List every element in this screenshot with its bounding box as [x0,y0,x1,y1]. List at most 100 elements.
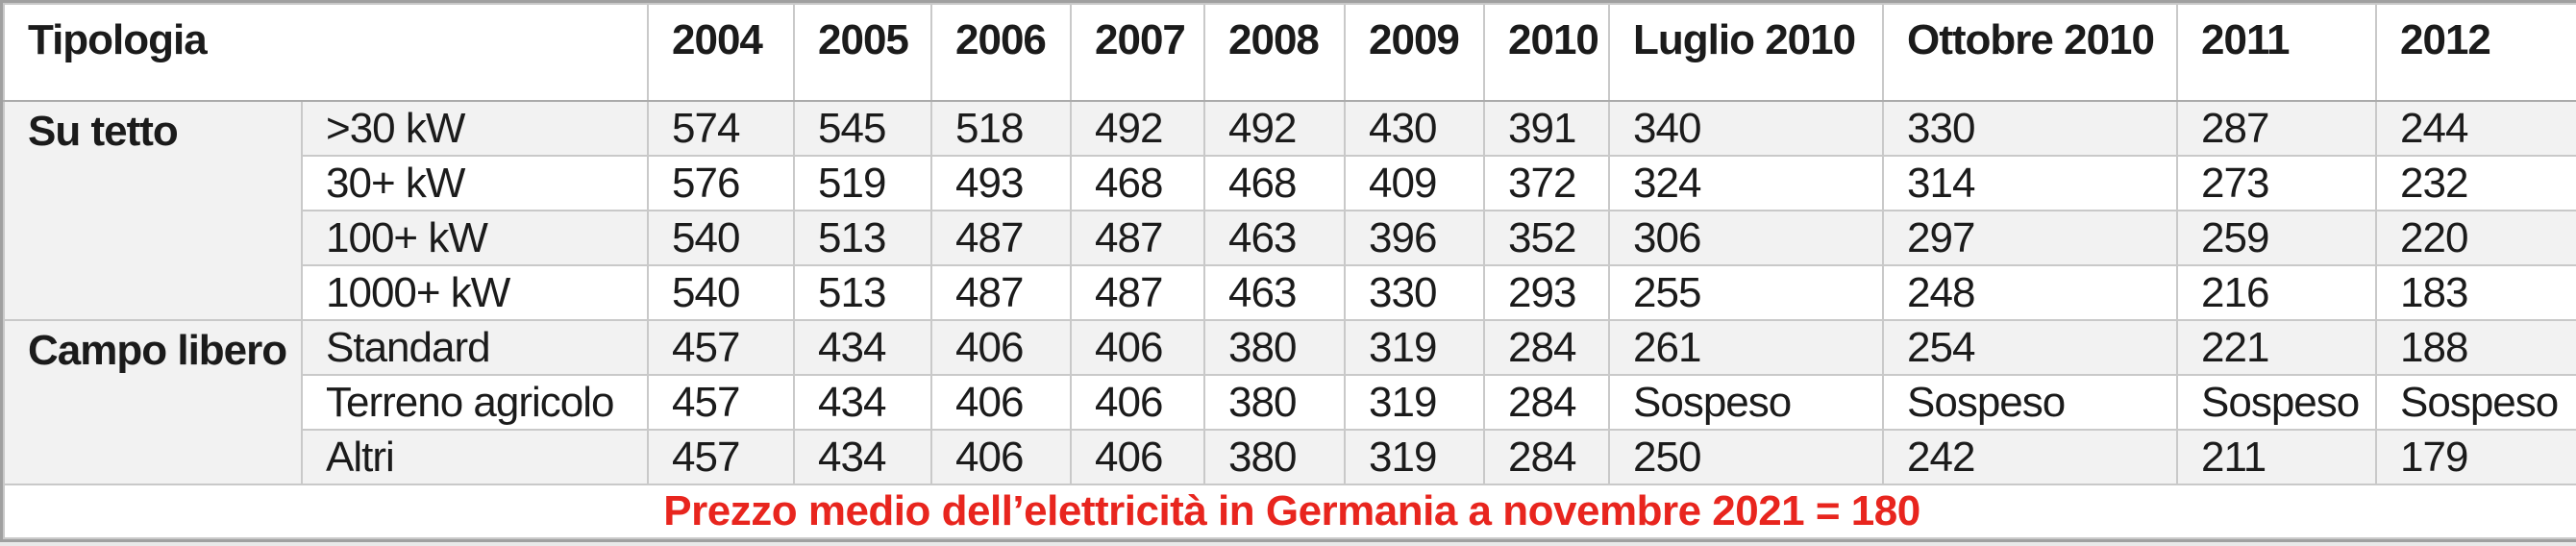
value-cell: 430 [1344,100,1486,157]
value-cell: 284 [1483,374,1611,431]
value-cell: 372 [1483,155,1611,211]
value-cell: 340 [1608,100,1885,157]
value-cell: 319 [1344,374,1486,431]
column-header-year: 2008 [1203,3,1347,102]
value-cell: 254 [1882,319,2179,376]
column-header-year: 2007 [1070,3,1206,102]
value-cell: 391 [1483,100,1611,157]
value-cell: 183 [2375,264,2576,321]
value-cell: 273 [2176,155,2378,211]
value-cell: 284 [1483,319,1611,376]
value-cell: 468 [1203,155,1347,211]
value-cell: 330 [1344,264,1486,321]
value-cell: Sospeso [2176,374,2378,431]
column-header-year: 2012 [2375,3,2576,102]
value-cell: 493 [930,155,1073,211]
column-header-year: 2010 [1483,3,1611,102]
value-cell: 434 [793,429,933,485]
value-cell: 380 [1203,429,1347,485]
subcategory-cell: >30 kW [300,100,650,157]
value-cell: 457 [647,374,796,431]
value-cell: 487 [1070,264,1206,321]
value-cell: 259 [2176,210,2378,266]
footer-note-row: Prezzo medio dell’elettricità in Germani… [2,484,2576,539]
value-cell: 434 [793,319,933,376]
value-cell: 463 [1203,264,1347,321]
value-cell: 380 [1203,319,1347,376]
value-cell: Sospeso [1608,374,1885,431]
value-cell: 324 [1608,155,1885,211]
subcategory-cell: Terreno agricolo [300,374,650,431]
feed-in-tariff-table: Tipologia 2004 2005 2006 2007 2008 2009 2010 Lu… [2,3,2576,539]
value-cell: 513 [793,210,933,266]
value-cell: 434 [793,374,933,431]
value-cell: 457 [647,319,796,376]
value-cell: 306 [1608,210,1885,266]
value-cell: 463 [1203,210,1347,266]
column-header-year: Luglio 2010 [1608,3,1885,102]
value-cell: 319 [1344,429,1486,485]
value-cell: 211 [2176,429,2378,485]
value-cell: 545 [793,100,933,157]
value-cell: 330 [1882,100,2179,157]
table-row: Terreno agricolo 457 434 406 406 380 319 284 Sos… [4,374,2576,431]
group-cell-su-tetto: Su tetto [3,100,303,321]
column-header-year: Ottobre 2010 [1882,3,2179,102]
subcategory-cell: Altri [300,429,650,485]
value-cell: 519 [793,155,933,211]
value-cell: 487 [930,210,1073,266]
group-cell-campo-libero: Campo libero [3,319,303,485]
value-cell: 406 [1070,429,1206,485]
value-cell: 179 [2375,429,2576,485]
table-row: Altri 457 434 406 406 380 319 284 250 242 211 179 [4,429,2576,485]
value-cell: 319 [1344,319,1486,376]
value-cell: 574 [647,100,796,157]
table-row: Su tetto >30 kW 574 545 518 492 492 430 391 340 33… [3,100,2576,321]
table-row: 30+ kW 576 519 493 468 468 409 372 324 314 273 232 [4,155,2576,211]
value-cell: 406 [1070,374,1206,431]
value-cell: 406 [930,319,1073,376]
value-cell: 216 [2176,264,2378,321]
value-cell: 487 [1070,210,1206,266]
value-cell: 468 [1070,155,1206,211]
value-cell: 248 [1882,264,2179,321]
value-cell: 244 [2375,100,2576,157]
value-cell: Sospeso [1882,374,2179,431]
column-header-year: 2011 [2176,3,2378,102]
value-cell: 352 [1483,210,1611,266]
value-cell: 540 [647,264,796,321]
value-cell: 492 [1070,100,1206,157]
value-cell: 406 [930,374,1073,431]
value-cell: 284 [1483,429,1611,485]
value-cell: 409 [1344,155,1486,211]
value-cell: 250 [1608,429,1885,485]
value-cell: 232 [2375,155,2576,211]
value-cell: 242 [1882,429,2179,485]
value-cell: 293 [1483,264,1611,321]
value-cell: 255 [1608,264,1885,321]
subcategory-cell: 100+ kW [300,210,650,266]
value-cell: 220 [2375,210,2576,266]
value-cell: 380 [1203,374,1347,431]
value-cell: 576 [647,155,796,211]
value-cell: 287 [2176,100,2378,157]
value-cell: 221 [2176,319,2378,376]
subcategory-cell: 30+ kW [300,155,650,211]
value-cell: 487 [930,264,1073,321]
table-row: Campo libero Standard 457 434 406 406 380 319 28… [3,319,2576,485]
value-cell: 518 [930,100,1073,157]
value-cell: 396 [1344,210,1486,266]
header-row: Tipologia 2004 2005 2006 2007 2008 2009 2010 Lu… [2,3,2576,102]
value-cell: 406 [930,429,1073,485]
value-cell: 492 [1203,100,1347,157]
column-header-year: 2009 [1344,3,1486,102]
value-cell: 513 [793,264,933,321]
value-cell: 188 [2375,319,2576,376]
value-cell: 314 [1882,155,2179,211]
value-cell: 457 [647,429,796,485]
value-cell: 406 [1070,319,1206,376]
value-cell: 297 [1882,210,2179,266]
value-cell: 261 [1608,319,1885,376]
footer-note: Prezzo medio dell’elettricità in Germani… [2,484,2576,539]
